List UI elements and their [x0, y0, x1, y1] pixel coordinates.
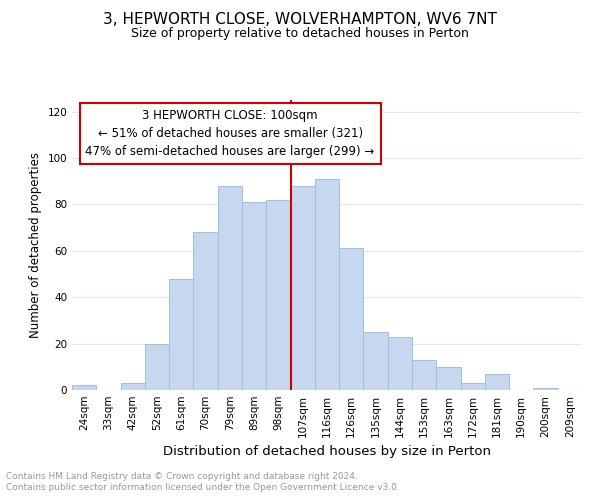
Bar [72, 386, 96, 390]
X-axis label: Distribution of detached houses by size in Perton: Distribution of detached houses by size … [163, 446, 491, 458]
Bar [533, 388, 558, 390]
Bar [242, 202, 266, 390]
Text: 3 HEPWORTH CLOSE: 100sqm
← 51% of detached houses are smaller (321)
47% of semi-: 3 HEPWORTH CLOSE: 100sqm ← 51% of detach… [85, 108, 375, 158]
Bar [218, 186, 242, 390]
Y-axis label: Number of detached properties: Number of detached properties [29, 152, 42, 338]
Bar [339, 248, 364, 390]
Bar [388, 336, 412, 390]
Text: Contains HM Land Registry data © Crown copyright and database right 2024.
Contai: Contains HM Land Registry data © Crown c… [6, 472, 400, 492]
Bar [169, 278, 193, 390]
Bar [436, 367, 461, 390]
Bar [315, 179, 339, 390]
Bar [145, 344, 169, 390]
Bar [121, 383, 145, 390]
Bar [193, 232, 218, 390]
Bar [290, 186, 315, 390]
Text: 3, HEPWORTH CLOSE, WOLVERHAMPTON, WV6 7NT: 3, HEPWORTH CLOSE, WOLVERHAMPTON, WV6 7N… [103, 12, 497, 28]
Bar [485, 374, 509, 390]
Text: Size of property relative to detached houses in Perton: Size of property relative to detached ho… [131, 28, 469, 40]
Bar [266, 200, 290, 390]
Bar [461, 383, 485, 390]
Bar [364, 332, 388, 390]
Bar [412, 360, 436, 390]
